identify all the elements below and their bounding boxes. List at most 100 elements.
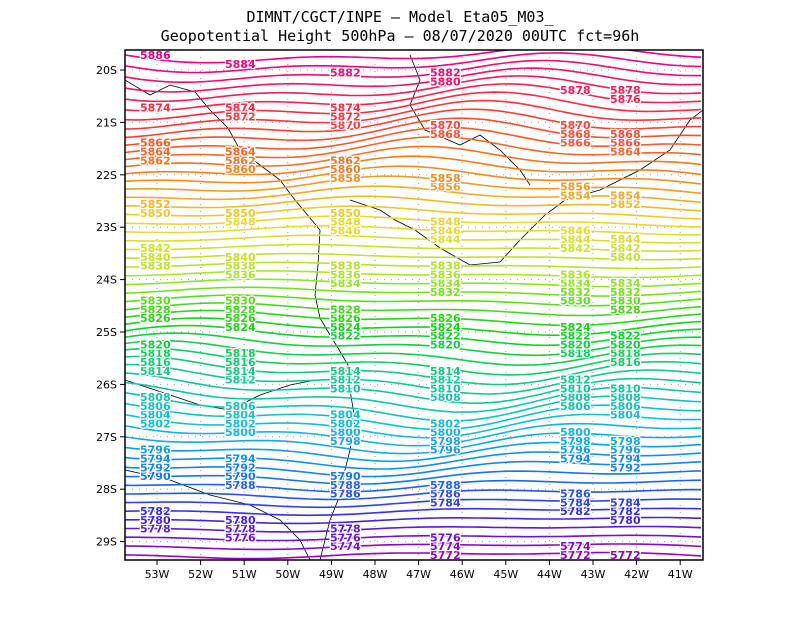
longitude-label: 45W <box>493 568 518 581</box>
contour-label: 5772 <box>610 549 641 562</box>
latitude-label: 22S <box>96 169 117 182</box>
contour-line <box>125 252 702 261</box>
contour-label: 5780 <box>140 514 171 527</box>
contour-line <box>125 347 702 376</box>
contour-label: 5838 <box>430 260 461 273</box>
contour-line <box>125 479 702 493</box>
contour-label: 5796 <box>560 444 591 457</box>
longitude-label: 50W <box>275 568 300 581</box>
contour-line <box>125 372 702 405</box>
contour-label: 5864 <box>140 145 171 158</box>
contour-label: 5826 <box>140 312 171 325</box>
contour-label: 5812 <box>430 374 461 387</box>
contour-label: 5836 <box>225 268 256 281</box>
contour-label: 5784 <box>610 496 641 509</box>
contour-line <box>125 135 702 161</box>
contour-label: 5798 <box>430 435 461 448</box>
contour-line <box>125 117 702 146</box>
contour-line <box>125 324 702 347</box>
contour-label: 5830 <box>610 295 641 308</box>
contour-label: 5800 <box>225 426 256 439</box>
contour-line <box>125 543 702 551</box>
contour-line <box>125 59 701 83</box>
contour-line <box>125 234 702 244</box>
contour-label: 5794 <box>225 453 256 466</box>
contour-label: 5814 <box>225 365 256 378</box>
contour-label: 5876 <box>610 93 641 106</box>
contour-line <box>125 317 702 337</box>
contour-line <box>125 402 701 431</box>
contour-line <box>125 270 702 279</box>
contour-line <box>125 551 702 560</box>
contour-label: 5884 <box>225 58 256 71</box>
contour-label: 5846 <box>430 224 461 237</box>
contour-label: 5832 <box>560 286 591 299</box>
contour-label: 5864 <box>225 145 256 158</box>
contour-label: 5824 <box>560 321 591 334</box>
contour-label: 5808 <box>430 391 461 404</box>
contour-label: 5794 <box>610 453 641 466</box>
contour-label: 5844 <box>560 233 591 246</box>
contour-label: 5812 <box>560 374 591 387</box>
contour-label: 5796 <box>140 444 171 457</box>
contour-label: 5846 <box>330 224 361 237</box>
contour-line <box>125 355 702 386</box>
longitude-label: 44W <box>537 568 562 581</box>
contour-label: 5790 <box>140 470 171 483</box>
contour-label: 5798 <box>560 435 591 448</box>
contour-label: 5862 <box>225 154 256 167</box>
contour-label: 5852 <box>610 198 641 211</box>
contour-label: 5782 <box>610 505 641 518</box>
contour-line <box>125 91 702 121</box>
contour-label: 5846 <box>560 224 591 237</box>
contour-label: 5802 <box>430 417 461 430</box>
latitude-label: 25S <box>96 326 117 339</box>
contour-label: 5784 <box>430 496 461 509</box>
longitude-label: 53W <box>145 568 170 581</box>
contour-label: 5842 <box>610 242 641 255</box>
contour-line <box>125 432 702 455</box>
contour-label: 5838 <box>140 260 171 273</box>
contour-label: 5814 <box>140 365 171 378</box>
contour-label: 5872 <box>330 110 361 123</box>
contour-label: 5856 <box>430 181 461 194</box>
contour-line <box>125 155 702 176</box>
contour-line <box>125 99 702 130</box>
contour-label: 5808 <box>610 391 641 404</box>
contour-label: 5878 <box>560 84 591 97</box>
contour-label: 5836 <box>560 268 591 281</box>
contour-label: 5860 <box>225 163 256 176</box>
contour-line <box>125 381 702 413</box>
contour-line <box>125 185 702 204</box>
contour-label: 5782 <box>140 505 171 518</box>
contour-label: 5796 <box>430 444 461 457</box>
contour-label: 5842 <box>140 242 171 255</box>
contour-label: 5804 <box>330 409 361 422</box>
plot-frame <box>124 49 704 561</box>
contour-line <box>125 278 702 288</box>
longitude-label: 42W <box>624 568 649 581</box>
contour-label: 5800 <box>560 426 591 439</box>
contour-line <box>125 488 702 501</box>
contour-label: 5810 <box>610 382 641 395</box>
contour-label: 5776 <box>330 531 361 544</box>
contour-line <box>125 302 702 317</box>
contour-label: 5782 <box>560 505 591 518</box>
contour-line <box>125 224 702 236</box>
contour-label: 5802 <box>140 417 171 430</box>
contour-label: 5862 <box>140 154 171 167</box>
contour-label: 5778 <box>330 523 361 536</box>
contour-label: 5856 <box>560 181 591 194</box>
contour-line <box>125 525 702 533</box>
contour-label: 5822 <box>430 330 461 343</box>
latitude-label: 24S <box>96 274 117 287</box>
contour-label: 5808 <box>560 391 591 404</box>
contour-label: 5874 <box>330 102 361 115</box>
coastline-north <box>409 54 531 186</box>
contour-label: 5774 <box>430 540 461 553</box>
contour-label: 5794 <box>560 453 591 466</box>
contour-label: 5826 <box>430 312 461 325</box>
map-title-line-2: Geopotential Height 500hPa — 08/07/2020 … <box>160 27 640 45</box>
contour-line <box>125 507 702 517</box>
